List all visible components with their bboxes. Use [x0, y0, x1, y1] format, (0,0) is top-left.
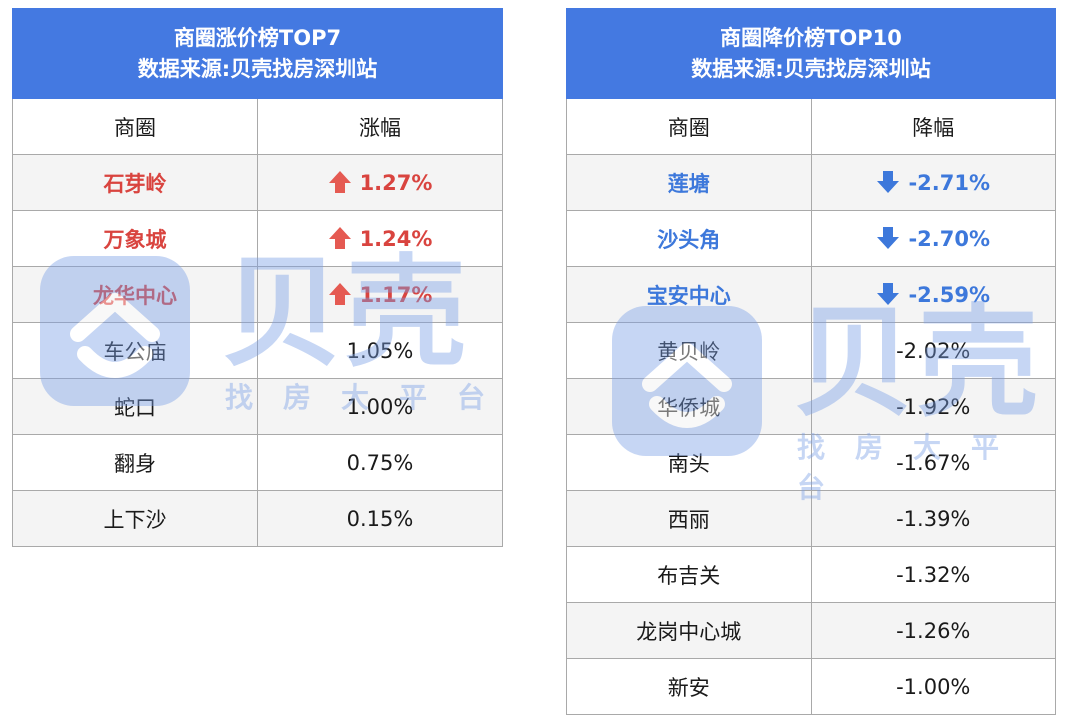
- district-name: 黄贝岭: [566, 322, 812, 379]
- table-row: 万象城 1.24%: [12, 210, 503, 267]
- table-header: 商圈降价榜TOP10 数据来源:贝壳找房深圳站: [566, 8, 1056, 99]
- drop-value: -2.02%: [810, 322, 1056, 379]
- drop-value: -1.39%: [810, 490, 1056, 547]
- drop-value: -2.71%: [908, 170, 991, 195]
- drop-value: -1.92%: [810, 378, 1056, 435]
- rise-value: 0.15%: [257, 490, 503, 547]
- table-title: 商圈涨价榜TOP7: [173, 25, 342, 50]
- price-drop-table: 商圈降价榜TOP10 数据来源:贝壳找房深圳站 商圈 降幅 莲塘 -2.71% …: [566, 8, 1056, 715]
- data-source: 数据来源:贝壳找房深圳站: [691, 56, 931, 81]
- table-title: 商圈降价榜TOP10: [720, 25, 902, 50]
- drop-value-cell: -2.71%: [810, 154, 1056, 211]
- district-name: 龙华中心: [12, 266, 258, 323]
- arrow-up-icon: [328, 170, 352, 199]
- rise-value-cell: 1.24%: [257, 210, 503, 267]
- drop-value: -1.00%: [810, 658, 1056, 715]
- table-row: 华侨城 -1.92%: [566, 378, 1056, 435]
- rise-value: 1.27%: [359, 170, 433, 195]
- rise-value: 0.75%: [257, 434, 503, 491]
- column-header-district: 商圈: [12, 98, 258, 155]
- table-row: 沙头角 -2.70%: [566, 210, 1056, 267]
- rise-value: 1.17%: [359, 282, 433, 307]
- district-name: 石芽岭: [12, 154, 258, 211]
- arrow-up-icon: [328, 282, 352, 311]
- drop-value: -1.67%: [810, 434, 1056, 491]
- arrow-down-icon: [876, 170, 900, 199]
- arrow-down-icon: [876, 226, 900, 255]
- district-name: 车公庙: [12, 322, 258, 379]
- table-row: 宝安中心 -2.59%: [566, 266, 1056, 323]
- drop-value: -2.70%: [908, 226, 991, 251]
- drop-value: -1.32%: [810, 546, 1056, 603]
- rise-value-cell: 1.27%: [257, 154, 503, 211]
- district-name: 布吉关: [566, 546, 812, 603]
- table-row: 龙华中心 1.17%: [12, 266, 503, 323]
- drop-value: -2.59%: [908, 282, 991, 307]
- drop-value-cell: -2.70%: [810, 210, 1056, 267]
- district-name: 华侨城: [566, 378, 812, 435]
- table-row: 黄贝岭 -2.02%: [566, 322, 1056, 379]
- column-header-rise: 涨幅: [257, 98, 503, 155]
- district-name: 万象城: [12, 210, 258, 267]
- district-name: 蛇口: [12, 378, 258, 435]
- district-name: 新安: [566, 658, 812, 715]
- table-row: 蛇口 1.00%: [12, 378, 503, 435]
- table-header: 商圈涨价榜TOP7 数据来源:贝壳找房深圳站: [12, 8, 503, 99]
- drop-value-cell: -2.59%: [810, 266, 1056, 323]
- rise-value-cell: 1.17%: [257, 266, 503, 323]
- table-row: 南头 -1.67%: [566, 434, 1056, 491]
- column-header-district: 商圈: [566, 98, 812, 155]
- table-row: 新安 -1.00%: [566, 658, 1056, 715]
- district-name: 西丽: [566, 490, 812, 547]
- table-row: 西丽 -1.39%: [566, 490, 1056, 547]
- price-rise-table: 商圈涨价榜TOP7 数据来源:贝壳找房深圳站 商圈 涨幅 石芽岭 1.27% 万…: [12, 8, 503, 547]
- district-name: 沙头角: [566, 210, 812, 267]
- arrow-down-icon: [876, 282, 900, 311]
- table-row: 布吉关 -1.32%: [566, 546, 1056, 603]
- table-row: 龙岗中心城 -1.26%: [566, 602, 1056, 659]
- arrow-up-icon: [328, 226, 352, 255]
- drop-value: -1.26%: [810, 602, 1056, 659]
- district-name: 莲塘: [566, 154, 812, 211]
- table-row: 翻身 0.75%: [12, 434, 503, 491]
- table-row: 车公庙 1.05%: [12, 322, 503, 379]
- rise-value: 1.24%: [359, 226, 433, 251]
- district-name: 翻身: [12, 434, 258, 491]
- data-source: 数据来源:贝壳找房深圳站: [137, 56, 378, 81]
- column-header-drop: 降幅: [810, 98, 1056, 155]
- rise-value: 1.05%: [257, 322, 503, 379]
- table-row: 上下沙 0.15%: [12, 490, 503, 547]
- district-name: 上下沙: [12, 490, 258, 547]
- table-row: 石芽岭 1.27%: [12, 154, 503, 211]
- district-name: 宝安中心: [566, 266, 812, 323]
- table-row: 莲塘 -2.71%: [566, 154, 1056, 211]
- rise-value: 1.00%: [257, 378, 503, 435]
- district-name: 南头: [566, 434, 812, 491]
- district-name: 龙岗中心城: [566, 602, 812, 659]
